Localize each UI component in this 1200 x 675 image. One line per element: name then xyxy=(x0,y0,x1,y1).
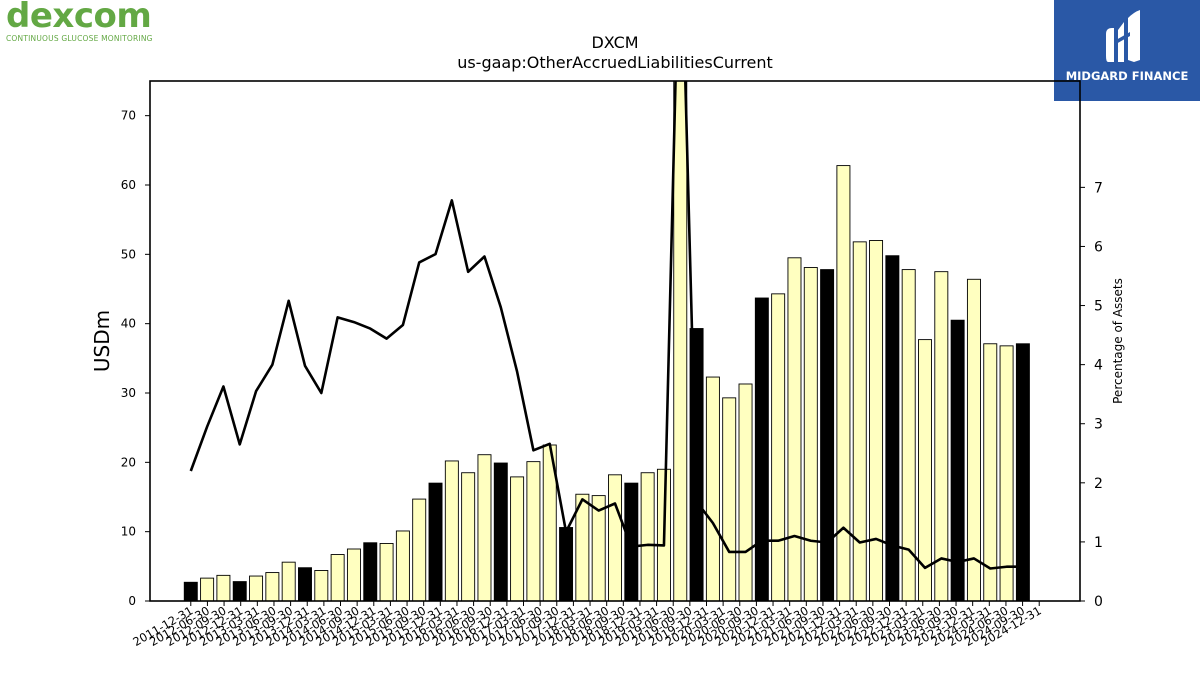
bar-series xyxy=(183,81,1030,601)
bar xyxy=(885,255,900,601)
bar xyxy=(412,498,427,601)
percentage-line xyxy=(189,81,1023,570)
bar xyxy=(950,319,965,601)
bar xyxy=(820,269,835,601)
y-tick-label: 50 xyxy=(121,247,136,261)
bar xyxy=(281,561,296,601)
bar xyxy=(265,572,280,601)
y2-tick-label: 4 xyxy=(1094,358,1103,374)
bar xyxy=(787,257,802,601)
bar xyxy=(477,454,492,601)
bar xyxy=(559,527,574,601)
bar xyxy=(444,460,459,601)
bar xyxy=(232,581,247,601)
bar xyxy=(200,577,215,601)
bar xyxy=(314,570,329,601)
bar xyxy=(966,278,981,601)
bar xyxy=(493,462,508,601)
bar xyxy=(803,267,818,601)
y2-tick-label: 2 xyxy=(1094,476,1103,492)
y2-tick-label: 7 xyxy=(1094,180,1103,196)
bar xyxy=(428,482,443,601)
bar xyxy=(624,482,639,601)
y2-tick-label: 6 xyxy=(1094,239,1103,255)
bar xyxy=(934,271,949,601)
bar xyxy=(526,461,541,601)
y2-axis-label: Percentage of Assets xyxy=(1111,278,1125,404)
midgard-finance-logo: MIDGARD FINANCE xyxy=(1054,0,1200,101)
bar xyxy=(510,476,525,601)
plot-frame xyxy=(149,80,1081,602)
bar xyxy=(771,293,786,601)
bar xyxy=(395,530,410,601)
y2-tick-label: 1 xyxy=(1094,535,1103,551)
bar xyxy=(738,383,753,601)
y-axis-right: 0 1 2 3 4 5 6 7 xyxy=(1080,180,1103,610)
y-tick-label: 20 xyxy=(121,455,136,469)
y-tick-label: 10 xyxy=(121,525,136,539)
midgard-emblem-icon xyxy=(1106,10,1140,62)
bar xyxy=(901,269,916,601)
x-axis: 2011-12-312012-06-302012-09-302012-12-31… xyxy=(130,601,1044,649)
bar xyxy=(852,241,867,601)
bar xyxy=(640,472,655,601)
y-axis-left: 0 10 20 30 40 50 60 70 xyxy=(121,109,150,608)
y2-tick-label: 3 xyxy=(1094,417,1103,433)
bar xyxy=(608,474,622,601)
y-tick-label: 70 xyxy=(121,109,136,123)
bar xyxy=(330,554,345,601)
y2-tick-label: 5 xyxy=(1094,299,1103,315)
midgard-logo-text: MIDGARD FINANCE xyxy=(1065,69,1189,83)
bar xyxy=(249,575,264,601)
bar xyxy=(918,339,932,601)
bar xyxy=(363,542,378,601)
bar xyxy=(346,548,361,601)
chart-subtitle: us-gaap:OtherAccruedLiabilitiesCurrent xyxy=(457,53,773,72)
bar xyxy=(379,543,394,601)
bar xyxy=(461,472,476,601)
dexcom-logo: dexcom CONTINUOUS GLUCOSE MONITORING xyxy=(4,0,179,48)
chart-title: DXCM xyxy=(591,33,638,52)
y-tick-label: 40 xyxy=(121,317,136,331)
bar xyxy=(722,397,737,601)
bar xyxy=(869,240,884,601)
y-tick-label: 30 xyxy=(121,386,136,400)
bar xyxy=(836,165,851,601)
bar xyxy=(999,345,1014,601)
bar xyxy=(673,81,688,601)
bar xyxy=(705,376,720,601)
dexcom-logo-wordmark: dexcom xyxy=(6,0,152,36)
y-tick-label: 60 xyxy=(121,178,136,192)
bar xyxy=(1015,343,1030,601)
y2-tick-label: 0 xyxy=(1094,594,1103,610)
y-axis-label: USDm xyxy=(90,310,114,372)
bar xyxy=(298,567,312,601)
bar xyxy=(983,343,998,601)
bar xyxy=(575,493,590,601)
bar xyxy=(183,581,198,601)
dexcom-logo-tagline: CONTINUOUS GLUCOSE MONITORING xyxy=(6,34,153,43)
bar xyxy=(754,297,769,601)
bar xyxy=(216,574,231,601)
y-tick-label: 0 xyxy=(128,594,136,608)
